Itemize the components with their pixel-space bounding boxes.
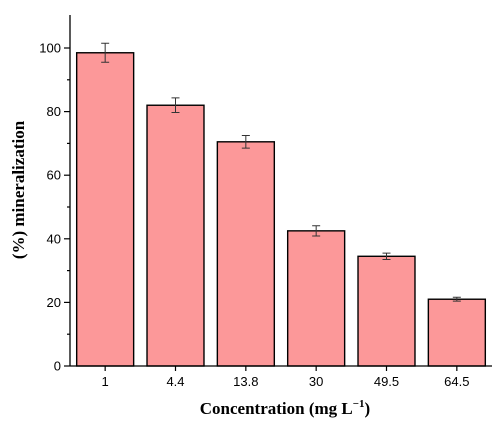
bars-group <box>75 52 487 367</box>
x-tick-label: 64.5 <box>444 374 469 389</box>
y-tick-label: 100 <box>39 41 61 56</box>
x-axis-title-end: ) <box>365 399 371 418</box>
bar <box>286 230 346 367</box>
y-tick-label: 20 <box>47 295 61 310</box>
x-axis-title-main: Concentration (mg L <box>200 399 353 418</box>
error-bar <box>101 42 110 63</box>
bar <box>75 52 135 367</box>
y-tick-label: 80 <box>47 104 61 119</box>
x-tick-label: 4.4 <box>166 374 184 389</box>
error-bar <box>312 225 321 237</box>
bar <box>216 141 276 367</box>
x-tick-label: 49.5 <box>374 374 399 389</box>
bar <box>146 104 205 367</box>
y-tick-label: 40 <box>47 231 61 246</box>
error-bars-group <box>101 42 461 302</box>
x-ticks-group: 1 4.4 13.8 30 49.5 64.5 <box>102 366 469 389</box>
y-axis-title: (%) mineralization <box>9 120 28 259</box>
bar <box>427 298 487 367</box>
y-ticks-group: 0 20 40 60 80 100 <box>39 41 70 374</box>
x-tick-label: 13.8 <box>233 374 258 389</box>
x-axis-title-superscript: −1 <box>353 398 365 410</box>
x-tick-label: 1 <box>102 374 109 389</box>
error-bar <box>452 296 461 302</box>
y-tick-label: 60 <box>47 168 61 183</box>
bar <box>357 255 416 367</box>
error-bar <box>171 97 180 114</box>
error-bar <box>382 252 391 260</box>
error-bar <box>241 134 250 149</box>
x-tick-label: 30 <box>309 374 323 389</box>
y-tick-label: 0 <box>54 359 61 374</box>
x-axis-title: Concentration (mg L−1) <box>200 398 370 418</box>
